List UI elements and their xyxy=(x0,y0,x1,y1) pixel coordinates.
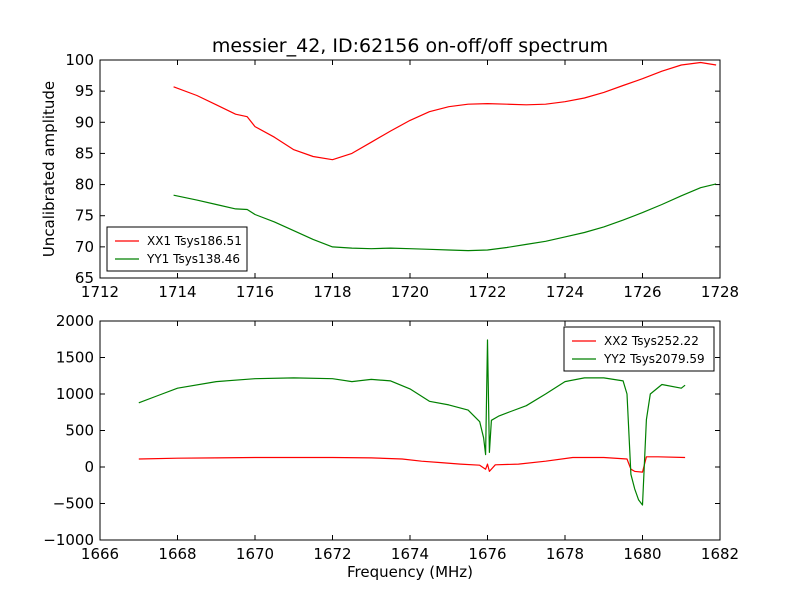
x-tick-label: 1668 xyxy=(158,545,196,563)
legend-entry: XX1 Tsys186.51 xyxy=(147,234,242,248)
x-axis-label: Frequency (MHz) xyxy=(347,563,473,581)
x-tick-label: 1676 xyxy=(468,545,506,563)
x-tick-label: 1726 xyxy=(623,283,661,301)
x-tick-label: 1728 xyxy=(701,283,739,301)
y-tick-label: 80 xyxy=(75,176,94,194)
x-tick-label: 1678 xyxy=(546,545,584,563)
legend-entry: YY2 Tsys2079.59 xyxy=(603,352,705,366)
y-tick-label: −1000 xyxy=(43,531,94,549)
y-tick-label: 65 xyxy=(75,269,94,287)
series-group xyxy=(138,339,686,506)
legend: XX1 Tsys186.51 YY1 Tsys138.46 xyxy=(106,226,248,272)
y-tick-label: 500 xyxy=(65,422,94,440)
legend-entry: XX2 Tsys252.22 xyxy=(604,334,699,348)
y-tick-label: 70 xyxy=(75,238,94,256)
y-tick-label: 0 xyxy=(84,458,94,476)
legend-entry: YY1 Tsys138.46 xyxy=(146,252,240,266)
x-tick-label: 1718 xyxy=(313,283,351,301)
x-tick-label: 1724 xyxy=(546,283,584,301)
y-tick-label: 1500 xyxy=(56,349,94,367)
legend-box xyxy=(106,226,248,272)
y-tick-label: 1000 xyxy=(56,385,94,403)
x-tick-label: 1714 xyxy=(158,283,196,301)
series-line-yy xyxy=(173,183,717,252)
x-tick-label: 1682 xyxy=(701,545,739,563)
x-tick-label: 1672 xyxy=(313,545,351,563)
x-tick-label: 1720 xyxy=(391,283,429,301)
x-tick-label: 1674 xyxy=(391,545,429,563)
y-tick-label: 95 xyxy=(75,82,94,100)
y-tick-label: 90 xyxy=(75,113,94,131)
x-tick-label: 1716 xyxy=(236,283,274,301)
series-line-xx xyxy=(138,456,686,473)
x-tick-label: 1712 xyxy=(81,283,119,301)
series-line-yy xyxy=(138,339,686,506)
x-tick-label: 1722 xyxy=(468,283,506,301)
y-tick-label: 85 xyxy=(75,144,94,162)
y-tick-label: −500 xyxy=(53,495,94,513)
figure-title: messier_42, ID:62156 on-off/off spectrum xyxy=(212,35,608,57)
legend: XX2 Tsys252.22 YY2 Tsys2079.59 xyxy=(563,326,715,372)
series-line-xx xyxy=(173,61,717,161)
top-subplot: 1712 1714 1716 1718 1720 1722 1724 1726 1728 65 70… xyxy=(40,51,739,301)
x-tick-label: 1680 xyxy=(623,545,661,563)
x-tick-label: 1670 xyxy=(236,545,274,563)
y-tick-label: 75 xyxy=(75,207,94,225)
legend-box xyxy=(563,326,715,372)
y-axis-label: Uncalibrated amplitude xyxy=(40,81,58,257)
x-tick-label: 1666 xyxy=(81,545,119,563)
series-group xyxy=(173,61,717,252)
y-tick-label: 2000 xyxy=(56,312,94,330)
bottom-subplot: 1666 1668 1670 1672 1674 1676 1678 1680 1682 −100… xyxy=(43,312,739,581)
y-tick-label: 100 xyxy=(65,51,94,69)
